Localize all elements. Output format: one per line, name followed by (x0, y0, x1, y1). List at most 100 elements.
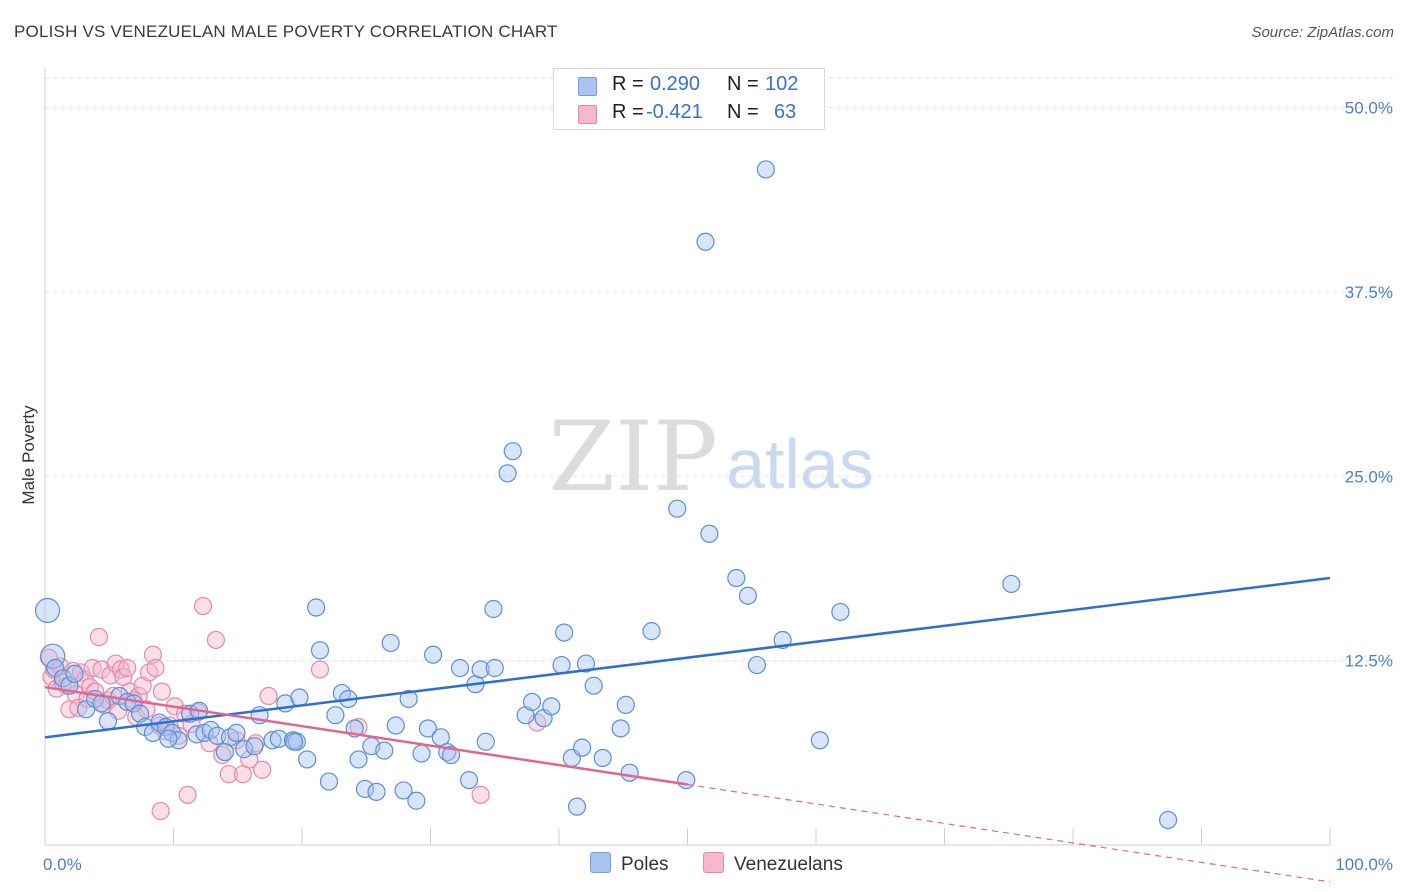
poles-point (290, 688, 309, 707)
poles-point (187, 725, 206, 744)
poles-point (542, 697, 561, 716)
poles-point (727, 568, 746, 588)
poles-point (696, 232, 715, 251)
y-tick-label: 37.5% (1345, 283, 1393, 302)
poles-point (552, 655, 571, 675)
poles-point (412, 744, 431, 763)
poles-point (747, 655, 766, 675)
poles-point (593, 748, 612, 768)
poles-point (40, 643, 66, 669)
poles-point (677, 770, 696, 790)
chart-title: POLISH VS VENEZUELAN MALE POVERTY CORREL… (14, 22, 558, 41)
venezuelans-swatch (578, 105, 597, 124)
poles-point (349, 750, 368, 769)
y-axis-title: Male Poverty (19, 405, 38, 505)
legend-item-venezuelans: Venezuelans (703, 852, 843, 876)
poles-n-label: N = (727, 73, 759, 95)
poles-point (423, 645, 443, 664)
poles-point (459, 770, 479, 790)
poles-point (65, 664, 84, 684)
venezuelans-point (193, 596, 213, 616)
poles-point (567, 797, 587, 816)
legend-row-poles: R = 0.290 N = 102 (554, 73, 824, 99)
poles-point (484, 599, 503, 619)
poles-point (522, 692, 542, 712)
x-tick-label-min: 0.0% (43, 855, 82, 874)
poles-point (573, 738, 592, 757)
poles-point (620, 763, 639, 782)
venezuelans-point (152, 682, 172, 701)
poles-point (159, 729, 178, 748)
venezuelans-point (111, 660, 130, 679)
venezuelans-r-label: R = (612, 101, 644, 123)
venezuelans-point (89, 627, 109, 647)
poles-point (555, 623, 574, 642)
poles-point (810, 731, 829, 750)
venezuelans-point (178, 785, 197, 804)
poles-point (399, 689, 418, 709)
poles-point (98, 711, 118, 731)
legend-venezuelans-label: Venezuelans (734, 854, 843, 875)
poles-r-value: 0.290 (650, 73, 701, 95)
poles-point (245, 737, 264, 756)
poles-point (235, 740, 254, 759)
zipatlas-watermark: ZIP atlas (548, 401, 874, 513)
venezuelans-n-label: N = (727, 101, 759, 123)
poles-point (756, 160, 775, 179)
poles-point (381, 633, 400, 653)
poles-point (227, 723, 246, 743)
poles-point (263, 731, 282, 750)
poles-point (375, 741, 394, 760)
poles-swatch (578, 77, 597, 96)
venezuelans-point (151, 801, 170, 821)
venezuelans-point (200, 734, 219, 753)
venezuelans-point (143, 645, 163, 664)
venezuelans-point (310, 660, 330, 679)
poles-point (367, 782, 386, 802)
poles-point (503, 442, 522, 461)
venezuelans-trendline-extrapolated (687, 783, 1331, 883)
venezuelans-point (206, 630, 226, 650)
trendlines (44, 576, 1331, 883)
poles-point (642, 622, 661, 641)
venezuelans-point (259, 686, 278, 706)
venezuelans-point (219, 765, 238, 784)
watermark-zip: ZIP (548, 401, 717, 513)
poles-point (584, 676, 603, 695)
poles-point (450, 658, 470, 678)
venezuelans-point (471, 785, 490, 804)
axes (44, 68, 1331, 846)
poles-point (285, 732, 304, 751)
venezuelans-point (213, 745, 232, 765)
poles-point (441, 745, 461, 765)
venezuelans-point (146, 658, 165, 678)
poles-point (476, 732, 495, 751)
legend-venezuelans-swatch (703, 852, 724, 873)
x-tick-label-max: 100.0% (1335, 855, 1393, 874)
poles-trendline (44, 576, 1331, 739)
poles-r-label: R = (612, 73, 644, 95)
poles-point (1002, 574, 1021, 594)
legend-poles-label: Poles (621, 854, 669, 875)
gridlines (45, 77, 1395, 662)
y-tick-label: 25.0% (1345, 467, 1393, 486)
legend-poles-swatch (590, 852, 611, 873)
poles-point (616, 695, 635, 714)
poles-point (700, 524, 719, 543)
poles-point (831, 602, 850, 622)
poles-point (394, 781, 413, 800)
poles-point (485, 658, 504, 678)
poles-point (34, 597, 61, 624)
poles-point (215, 742, 234, 762)
correlation-legend: R = 0.290 N = 102 R = -0.421 N = 63 (553, 68, 825, 130)
poles-point (738, 586, 757, 605)
poles-point (498, 464, 517, 483)
source-label: Source: ZipAtlas.com (1251, 24, 1394, 41)
poles-series (34, 160, 1178, 830)
poles-point (269, 729, 288, 748)
poles-point (326, 706, 345, 725)
venezuelans-point (253, 760, 272, 779)
poles-point (355, 779, 375, 799)
watermark-atlas: atlas (726, 425, 874, 503)
